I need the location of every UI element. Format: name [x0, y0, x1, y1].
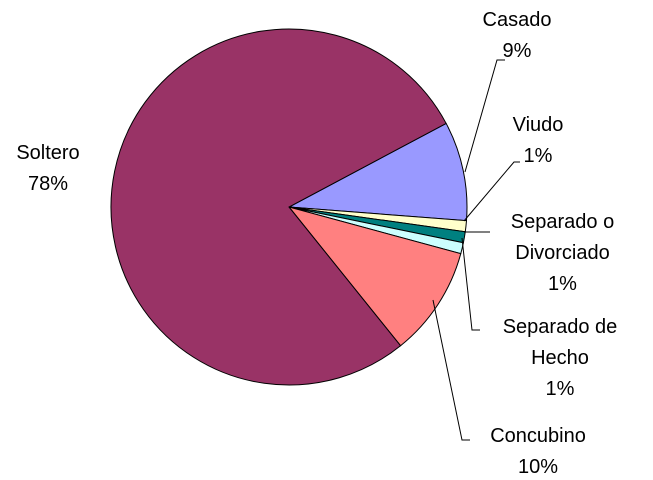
value-label: 78% — [27, 173, 69, 195]
category-label: Viudo — [512, 114, 564, 136]
pie-slice — [110, 28, 447, 386]
leader-line — [432, 299, 470, 441]
slice-label: Viudo 1% — [478, 110, 598, 172]
category-label: Casado — [482, 9, 552, 31]
slice-label: Separado o Divorciado 1% — [485, 207, 640, 300]
slice-label: Casado 9% — [462, 5, 572, 67]
value-label: 1% — [523, 145, 553, 167]
category-label: Concubino — [490, 425, 586, 447]
value-label: 1% — [548, 273, 577, 295]
slice-label: Separado de Hecho 1% — [480, 312, 640, 405]
value-label: 10% — [517, 456, 559, 478]
leader-line — [464, 59, 505, 173]
pie-slice — [287, 206, 462, 347]
slice-label: Soltero 78% — [0, 138, 96, 200]
category-label: Separado de Hecho — [502, 316, 618, 369]
slices — [110, 28, 468, 386]
category-label: Soltero — [16, 142, 80, 164]
slice-label: Concubino 10% — [465, 421, 611, 480]
leader-line — [463, 161, 520, 222]
leader-line — [461, 237, 480, 331]
value-label: 1% — [545, 378, 575, 400]
value-label: 9% — [502, 40, 532, 62]
category-label: Separado o Divorciado — [510, 211, 615, 264]
